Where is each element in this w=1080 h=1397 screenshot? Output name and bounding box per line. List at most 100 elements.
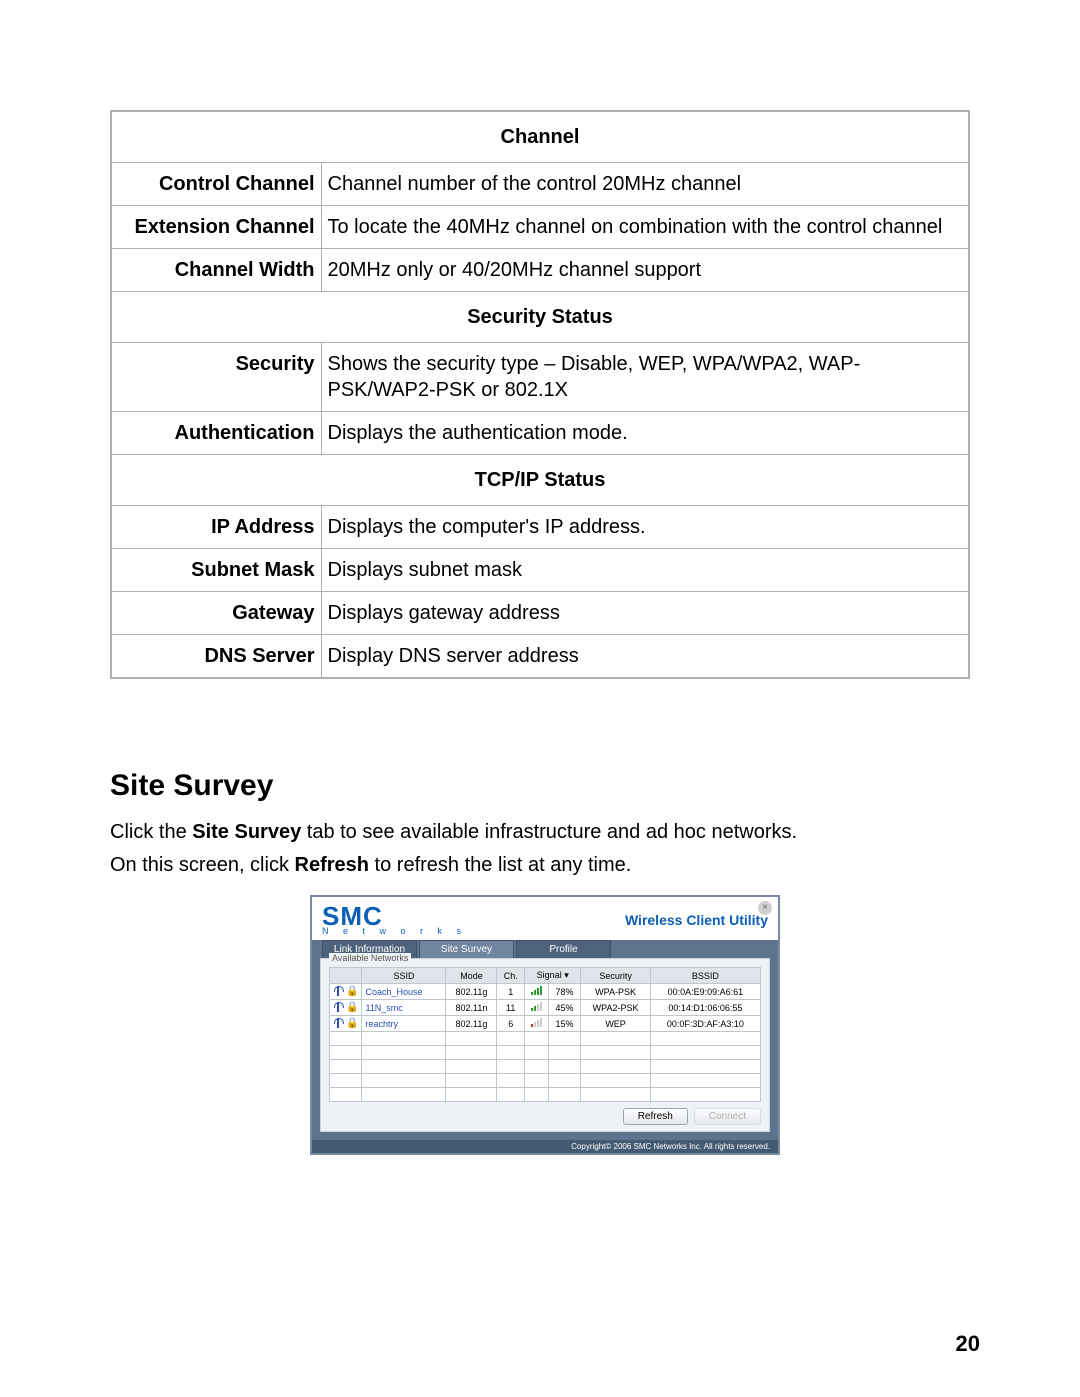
empty-row	[330, 1032, 761, 1046]
row-label: Security	[111, 343, 321, 412]
row-label: Gateway	[111, 592, 321, 635]
cell-security: WPA-PSK	[581, 984, 650, 1000]
cell-signal-pct: 15%	[548, 1016, 581, 1032]
antenna-icon	[333, 1002, 343, 1012]
cell-mode: 802.11g	[446, 984, 497, 1000]
tab-profile[interactable]: Profile	[516, 940, 611, 958]
button-row: Refresh Connect	[329, 1108, 761, 1125]
table-row: Extension Channel To locate the 40MHz ch…	[111, 206, 969, 249]
signal-bars-icon	[531, 986, 542, 995]
cell-bssid: 00:14:D1:06:06:55	[650, 1000, 760, 1016]
text-fragment: On this screen, click	[110, 854, 295, 876]
table-row: Subnet Mask Displays subnet mask	[111, 549, 969, 592]
row-value: Shows the security type – Disable, WEP, …	[321, 343, 969, 412]
row-label: Control Channel	[111, 163, 321, 206]
empty-row	[330, 1088, 761, 1102]
cell-channel: 11	[497, 1000, 525, 1016]
col-security[interactable]: Security	[581, 968, 650, 984]
document-page: Channel Control Channel Channel number o…	[0, 0, 1080, 1397]
antenna-icon	[333, 986, 343, 996]
row-value: Displays subnet mask	[321, 549, 969, 592]
row-label: Extension Channel	[111, 206, 321, 249]
empty-row	[330, 1046, 761, 1060]
cell-bssid: 00:0F:3D:AF:A3:10	[650, 1016, 760, 1032]
col-channel[interactable]: Ch.	[497, 968, 525, 984]
network-row[interactable]: 🔒 11N_smc 802.11n 11 45% WPA2-PSK 00:14:…	[330, 1000, 761, 1016]
networks-table: SSID Mode Ch. Signal ▾ Security BSSID 🔒 …	[329, 967, 761, 1102]
table-row: Authentication Displays the authenticati…	[111, 412, 969, 455]
cell-signal-pct: 45%	[548, 1000, 581, 1016]
col-signal[interactable]: Signal ▾	[525, 968, 581, 984]
network-row[interactable]: 🔒 reachtry 802.11g 6 15% WEP 00:0F:3D:AF…	[330, 1016, 761, 1032]
col-ssid[interactable]: SSID	[362, 968, 446, 984]
connect-button[interactable]: Connect	[694, 1108, 761, 1125]
window-title: Wireless Client Utility	[625, 912, 768, 928]
cell-signal-bars	[525, 984, 549, 1000]
table-row: Channel Width 20MHz only or 40/20MHz cha…	[111, 249, 969, 292]
window-header: SMC N e t w o r k s Wireless Client Util…	[312, 897, 778, 940]
cell-ssid: 11N_smc	[362, 1000, 446, 1016]
row-label: DNS Server	[111, 635, 321, 679]
lock-icon: 🔒	[346, 1002, 358, 1013]
row-value: Displays the computer's IP address.	[321, 506, 969, 549]
section-heading: Site Survey	[110, 769, 980, 803]
row-icons: 🔒	[330, 984, 362, 1000]
cell-mode: 802.11n	[446, 1000, 497, 1016]
cell-security: WEP	[581, 1016, 650, 1032]
col-signal-label: Signal	[537, 970, 562, 980]
bold-term: Site Survey	[192, 821, 301, 843]
lock-icon: 🔒	[346, 986, 358, 997]
wireless-utility-window: SMC N e t w o r k s Wireless Client Util…	[310, 895, 780, 1155]
section-header-channel: Channel	[111, 111, 969, 163]
empty-row	[330, 1060, 761, 1074]
cell-mode: 802.11g	[446, 1016, 497, 1032]
row-value: Displays the authentication mode.	[321, 412, 969, 455]
row-icons: 🔒	[330, 1016, 362, 1032]
empty-row	[330, 1074, 761, 1088]
close-icon[interactable]: ×	[758, 901, 772, 915]
refresh-button[interactable]: Refresh	[623, 1108, 688, 1125]
row-label: Authentication	[111, 412, 321, 455]
row-value: 20MHz only or 40/20MHz channel support	[321, 249, 969, 292]
signal-bars-icon	[531, 1002, 542, 1011]
row-value: Channel number of the control 20MHz chan…	[321, 163, 969, 206]
lock-icon: 🔒	[346, 1018, 358, 1029]
col-mode[interactable]: Mode	[446, 968, 497, 984]
text-fragment: tab to see available infrastructure and …	[301, 821, 797, 843]
cell-channel: 1	[497, 984, 525, 1000]
cell-signal-bars	[525, 1000, 549, 1016]
logo-subtext: N e t w o r k s	[322, 927, 467, 936]
cell-ssid: reachtry	[362, 1016, 446, 1032]
row-value: To locate the 40MHz channel on combinati…	[321, 206, 969, 249]
cell-security: WPA2-PSK	[581, 1000, 650, 1016]
table-header-row: SSID Mode Ch. Signal ▾ Security BSSID	[330, 968, 761, 984]
table-row: Control Channel Channel number of the co…	[111, 163, 969, 206]
row-label: IP Address	[111, 506, 321, 549]
row-value: Display DNS server address	[321, 635, 969, 679]
body-paragraph: Click the Site Survey tab to see availab…	[110, 819, 980, 846]
logo: SMC N e t w o r k s	[322, 903, 467, 936]
bold-term: Refresh	[295, 854, 369, 876]
cell-bssid: 00:0A:E9:09:A6:61	[650, 984, 760, 1000]
antenna-icon	[333, 1018, 343, 1028]
text-fragment: Click the	[110, 821, 192, 843]
cell-signal-bars	[525, 1016, 549, 1032]
row-value: Displays gateway address	[321, 592, 969, 635]
col-icons	[330, 968, 362, 984]
tab-site-survey[interactable]: Site Survey	[419, 940, 514, 958]
cell-signal-pct: 78%	[548, 984, 581, 1000]
table-row: Gateway Displays gateway address	[111, 592, 969, 635]
col-bssid[interactable]: BSSID	[650, 968, 760, 984]
section-header-security: Security Status	[111, 292, 969, 343]
page-number: 20	[956, 1331, 980, 1357]
panel-legend: Available Networks	[329, 953, 411, 963]
row-label: Subnet Mask	[111, 549, 321, 592]
row-label: Channel Width	[111, 249, 321, 292]
table-row: IP Address Displays the computer's IP ad…	[111, 506, 969, 549]
signal-bars-icon	[531, 1018, 542, 1027]
copyright-bar: Copyright© 2006 SMC Networks Inc. All ri…	[312, 1140, 778, 1153]
available-networks-panel: Available Networks SSID Mode Ch. Signal …	[320, 958, 770, 1132]
network-row[interactable]: 🔒 Coach_House 802.11g 1 78% WPA-PSK 00:0…	[330, 984, 761, 1000]
cell-ssid: Coach_House	[362, 984, 446, 1000]
embedded-screenshot: SMC N e t w o r k s Wireless Client Util…	[310, 895, 980, 1155]
